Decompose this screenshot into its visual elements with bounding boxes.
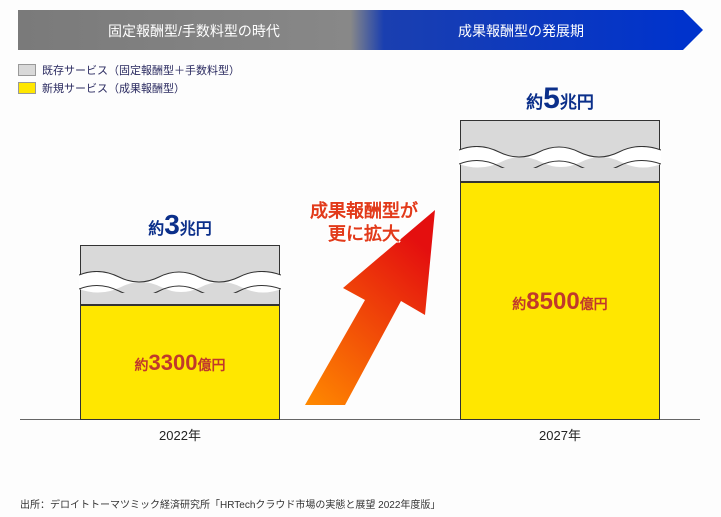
bar-2027-top-unit: 兆円: [560, 93, 594, 112]
bar-2027-top-value: 5: [543, 82, 560, 115]
bar-2027: 約5兆円 約8500億円 2027年: [460, 60, 660, 460]
footnote: 出所：デロイトトーマツミック経済研究所「HRTechクラウド市場の実態と展望 2…: [20, 496, 440, 511]
bar-2027-inner-label: 約8500億円: [461, 288, 659, 316]
bar-2022-top-unit: 兆円: [180, 221, 212, 238]
bar-2022-year: 2022年: [80, 425, 280, 444]
bar-2027-seg-yellow: 約8500億円: [460, 182, 660, 420]
bar-2022-seg-grey: [80, 245, 280, 305]
bar-2027-top-approx: 約: [526, 93, 543, 112]
bar-2022-seg-yellow: 約3300億円: [80, 305, 280, 420]
bar-2027-inner-approx: 約: [512, 296, 526, 312]
growth-text-line2: 更に拡大: [328, 224, 400, 244]
bar-2027-inner-value: 8500: [526, 288, 579, 315]
bar-2027-top-label: 約5兆円: [460, 82, 660, 116]
chart-area: 約3兆円 約3300億円 2022年 約5兆円 約8500億円: [20, 60, 700, 460]
bar-2022-top-label: 約3兆円: [80, 209, 280, 241]
bar-2022-inner-value: 3300: [149, 350, 198, 375]
bar-2027-year: 2027年: [460, 425, 660, 444]
growth-text: 成果報酬型が 更に拡大: [310, 200, 418, 245]
era-left-label: 固定報酬型/手数料型の時代: [108, 21, 280, 41]
growth-text-line1: 成果報酬型が: [310, 201, 418, 221]
era-right-label: 成果報酬型の発展期: [458, 21, 584, 41]
bar-2027-inner-unit: 億円: [580, 296, 608, 312]
bar-2027-stack: 約8500億円: [460, 120, 660, 420]
bar-2022-top-approx: 約: [148, 221, 164, 238]
bar-2022: 約3兆円 約3300億円 2022年: [80, 60, 280, 460]
bar-2022-inner-approx: 約: [135, 357, 149, 373]
era-header: 固定報酬型/手数料型の時代 成果報酬型の発展期: [18, 10, 703, 50]
bar-2022-stack: 約3300億円: [80, 245, 280, 420]
bar-2027-seg-grey: [460, 120, 660, 182]
bar-2022-inner-label: 約3300億円: [81, 350, 279, 376]
era-header-arrow-tip: [683, 10, 703, 50]
bar-2022-top-value: 3: [164, 209, 180, 240]
bar-2022-inner-unit: 億円: [197, 357, 225, 373]
